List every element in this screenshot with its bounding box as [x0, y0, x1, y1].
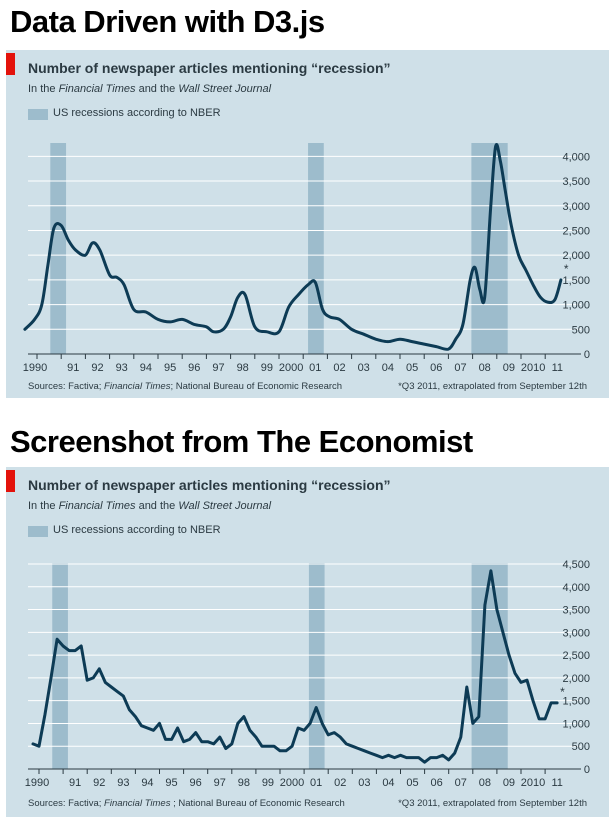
chart-subtitle: In the Financial Times and the Wall Stre…	[28, 83, 272, 95]
recession-band	[471, 563, 508, 769]
heading-d3: Data Driven with D3.js	[10, 4, 325, 39]
x-tick-label: 04	[382, 362, 394, 374]
x-tick-label: 94	[140, 362, 152, 374]
x-tick-label: 07	[455, 777, 467, 789]
x-tick-label: 05	[406, 777, 418, 789]
footnote-marker: *	[560, 685, 565, 699]
x-tick-label: 96	[188, 362, 200, 374]
chart-panel-economist: Number of newspaper articles mentioning …	[6, 467, 609, 817]
sources-note: Sources: Factiva; Financial Times; Natio…	[28, 381, 343, 392]
y-tick-label: 3,500	[562, 176, 590, 188]
y-tick-label: 500	[572, 324, 590, 336]
y-tick-label: 2,000	[562, 250, 590, 262]
y-tick-label: 3,000	[562, 201, 590, 213]
recession-band	[50, 143, 67, 354]
x-tick-label: 07	[454, 362, 466, 374]
x-tick-label: 04	[382, 777, 394, 789]
y-tick-label: 1,500	[562, 275, 590, 287]
line-chart-economist: 0 500 1,000 1,500 2,000 2,500 3,000 3,500 4,000 4…	[25, 559, 590, 789]
x-tick-label: 96	[190, 777, 202, 789]
y-tick-label: 3,000	[562, 627, 590, 639]
chart-title: Number of newspaper articles mentioning …	[28, 60, 391, 76]
x-tick-label: 06	[430, 362, 442, 374]
x-tick-label: 98	[238, 777, 250, 789]
recession-band	[52, 563, 68, 769]
x-tick-label: 97	[214, 777, 226, 789]
legend-swatch	[28, 526, 48, 537]
chart-subtitle: In the Financial Times and the Wall Stre…	[28, 500, 272, 512]
x-tick-label: 92	[93, 777, 105, 789]
y-tick-label: 2,500	[562, 650, 590, 662]
x-tick-label: 1990	[25, 777, 49, 789]
legend-swatch	[28, 109, 48, 120]
x-tick-label: 95	[165, 777, 177, 789]
recession-band	[308, 563, 325, 769]
red-accent-bar	[6, 53, 15, 75]
x-tick-label: 06	[431, 777, 443, 789]
x-tick-label: 2010	[521, 777, 545, 789]
x-tick-label: 03	[358, 362, 370, 374]
x-tick-label: 01	[309, 362, 321, 374]
sources-note: Sources: Factiva; Financial Times ; Nati…	[28, 798, 345, 809]
x-tick-label: 92	[91, 362, 103, 374]
x-tick-label: 2000	[280, 777, 304, 789]
y-tick-label: 3,500	[562, 605, 590, 617]
y-tick-label: 1,000	[562, 718, 590, 730]
x-tick-label: 91	[67, 362, 79, 374]
x-tick-label: 91	[69, 777, 81, 789]
recession-band	[308, 143, 324, 354]
line-chart-d3: 0 500 1,000 1,500 2,000 2,500 3,000 3,500 4,000 1…	[23, 143, 590, 374]
y-tick-label: 0	[584, 349, 590, 361]
x-tick-label: 97	[212, 362, 224, 374]
x-tick-label: 93	[117, 777, 129, 789]
x-tick-label: 98	[237, 362, 249, 374]
x-tick-label: 94	[141, 777, 153, 789]
y-tick-label: 2,000	[562, 673, 590, 685]
y-tick-label: 1,500	[562, 696, 590, 708]
x-tick-label: 2010	[521, 362, 545, 374]
footnote-marker: *	[564, 262, 569, 276]
y-tick-label: 4,500	[562, 559, 590, 571]
red-accent-bar	[6, 470, 15, 492]
x-tick-label: 08	[479, 362, 491, 374]
footnote: *Q3 2011, extrapolated from September 12…	[398, 798, 587, 809]
footnote: *Q3 2011, extrapolated from September 12…	[398, 381, 587, 392]
chart-panel-d3: Number of newspaper articles mentioning …	[6, 50, 609, 398]
x-tick-label: 99	[261, 362, 273, 374]
series-line	[31, 569, 559, 764]
y-tick-label: 500	[572, 741, 590, 753]
y-tick-label: 1,000	[562, 300, 590, 312]
x-tick-label: 05	[406, 362, 418, 374]
y-tick-label: 4,000	[562, 582, 590, 594]
x-tick-label: 99	[262, 777, 274, 789]
x-tick-label: 09	[503, 777, 515, 789]
y-tick-label: 0	[584, 764, 590, 776]
x-tick-label: 03	[358, 777, 370, 789]
x-tick-label: 08	[479, 777, 491, 789]
x-tick-label: 95	[164, 362, 176, 374]
x-tick-label: 93	[116, 362, 128, 374]
legend-label: US recessions according to NBER	[53, 107, 221, 119]
heading-economist: Screenshot from The Economist	[10, 424, 473, 459]
y-tick-label: 2,500	[562, 225, 590, 237]
x-tick-label: 09	[503, 362, 515, 374]
chart-title: Number of newspaper articles mentioning …	[28, 477, 391, 493]
x-tick-label: 11	[551, 777, 562, 789]
x-tick-label: 1990	[23, 362, 47, 374]
x-tick-label: 2000	[279, 362, 303, 374]
legend-label: US recessions according to NBER	[53, 524, 221, 536]
x-tick-label: 01	[310, 777, 322, 789]
y-tick-label: 4,000	[562, 151, 590, 163]
series-line	[23, 143, 563, 351]
x-tick-label: 11	[552, 362, 563, 374]
x-tick-label: 02	[333, 362, 345, 374]
x-tick-label: 02	[334, 777, 346, 789]
